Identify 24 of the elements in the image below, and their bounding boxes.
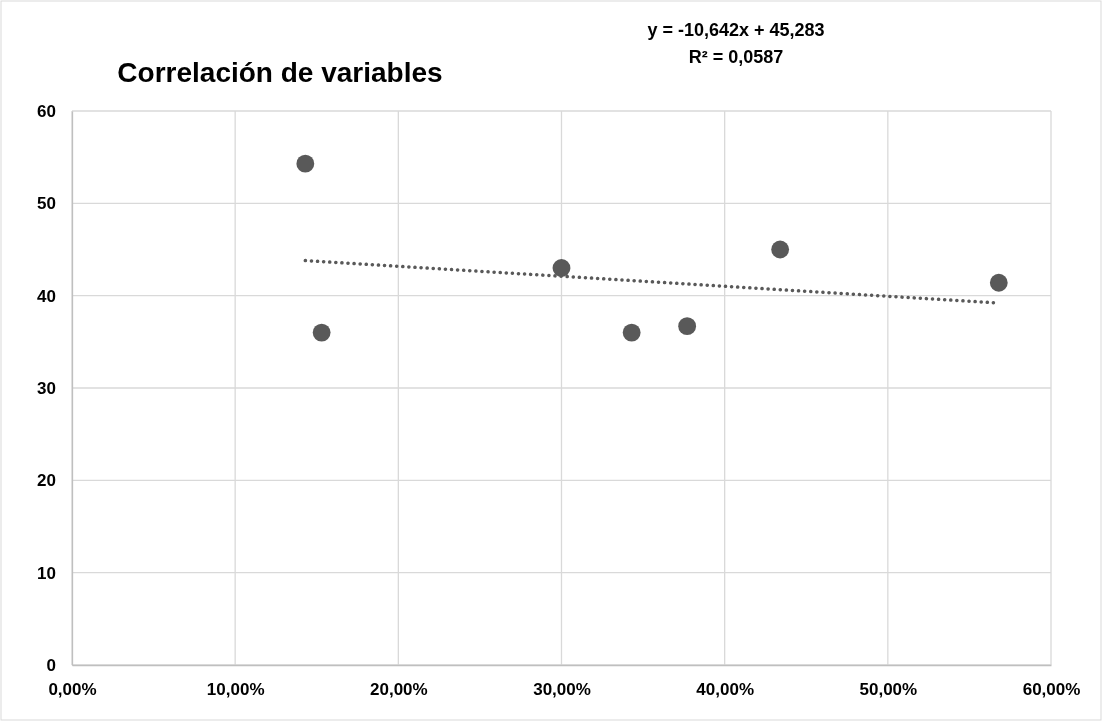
point [296, 154, 315, 173]
x-tick-label: 30,00% [533, 680, 591, 700]
point [552, 259, 571, 277]
x-tick-label: 60,00% [1022, 680, 1081, 700]
chart-title: Correlación de variables [117, 57, 443, 88]
x-tick-label: 40,00% [696, 680, 754, 700]
y-tick-label: 20 [37, 471, 56, 491]
y-tick-label: 30 [37, 378, 56, 398]
y-tick-label: 10 [37, 563, 56, 583]
y-tick-label: 0 [46, 655, 56, 675]
x-tick-label: 50,00% [859, 680, 918, 700]
text: y = -10,642x + 45,283 [647, 20, 825, 40]
point [622, 323, 641, 342]
y-tick-label: 40 [37, 286, 56, 306]
x-tick-label: 0,00% [48, 680, 97, 700]
point [678, 317, 697, 336]
text: R² = 0,0587 [688, 47, 784, 67]
x-tick-label: 10,00% [206, 680, 265, 700]
y-tick-label: 60 [37, 101, 56, 121]
point [771, 240, 790, 259]
point [312, 323, 331, 342]
point [989, 273, 1008, 292]
x-tick-label: 20,00% [370, 680, 428, 700]
y-tick-label: 50 [37, 194, 56, 214]
